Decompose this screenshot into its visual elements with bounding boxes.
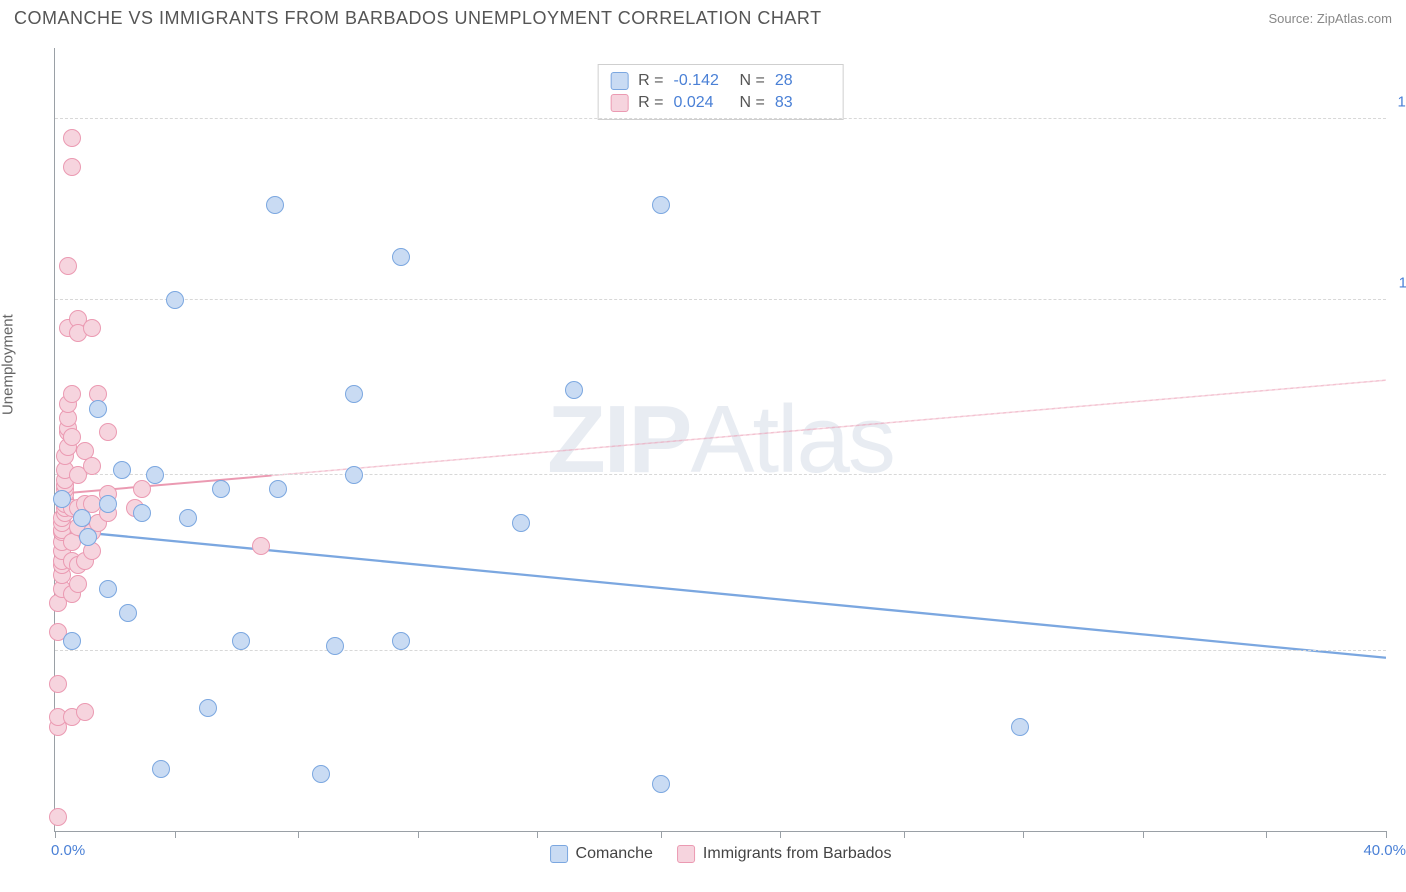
data-point	[63, 158, 81, 176]
watermark-light: Atlas	[690, 386, 893, 493]
data-point	[76, 703, 94, 721]
stat-n-value: 83	[775, 94, 831, 112]
gridline-h	[55, 299, 1386, 300]
legend-stat-row: R = 0.024 N = 83	[610, 92, 831, 114]
legend-series-label: Comanche	[576, 845, 653, 863]
data-point	[345, 385, 363, 403]
data-point	[199, 699, 217, 717]
data-point	[392, 248, 410, 266]
x-tick	[175, 831, 176, 838]
data-point	[326, 637, 344, 655]
data-point	[345, 466, 363, 484]
source-prefix: Source:	[1268, 11, 1316, 26]
data-point	[652, 196, 670, 214]
data-point	[99, 495, 117, 513]
data-point	[133, 504, 151, 522]
x-tick	[418, 831, 419, 838]
x-axis-min: 0.0%	[51, 842, 85, 859]
x-tick	[780, 831, 781, 838]
data-point	[312, 765, 330, 783]
legend-swatch	[610, 72, 628, 90]
data-point	[252, 537, 270, 555]
stat-r-label: R =	[638, 94, 663, 112]
stat-n-value: 28	[775, 72, 831, 90]
stat-n-label: N =	[740, 94, 765, 112]
x-tick	[298, 831, 299, 838]
x-tick	[1023, 831, 1024, 838]
gridline-h	[55, 118, 1386, 119]
data-point	[266, 196, 284, 214]
data-point	[113, 461, 131, 479]
x-tick	[537, 831, 538, 838]
chart-container: Unemployment ZIPAtlas R =-0.142N =28R =0…	[14, 40, 1392, 874]
x-tick	[661, 831, 662, 838]
stat-r-value: -0.142	[674, 72, 730, 90]
x-axis-max: 40.0%	[1363, 842, 1406, 859]
data-point	[83, 457, 101, 475]
data-point	[59, 257, 77, 275]
data-point	[166, 291, 184, 309]
data-point	[146, 466, 164, 484]
data-point	[49, 675, 67, 693]
legend-swatch	[677, 845, 695, 863]
y-tick-label: 11.2%	[1399, 274, 1406, 291]
chart-title: COMANCHE VS IMMIGRANTS FROM BARBADOS UNE…	[14, 8, 822, 29]
legend-stat-row: R = -0.142 N = 28	[610, 70, 831, 92]
data-point	[512, 514, 530, 532]
correlation-legend: R = -0.142 N = 28 R = 0.024 N = 83	[597, 64, 844, 120]
data-point	[232, 632, 250, 650]
x-tick	[55, 831, 56, 838]
data-point	[79, 528, 97, 546]
source-attribution: Source: ZipAtlas.com	[1268, 11, 1392, 26]
legend-series-label: Immigrants from Barbados	[703, 845, 892, 863]
x-tick	[904, 831, 905, 838]
stat-r-label: R =	[638, 72, 663, 90]
legend-swatch	[610, 94, 628, 112]
data-point	[1011, 718, 1029, 736]
data-point	[269, 480, 287, 498]
data-point	[152, 760, 170, 778]
legend-series-item: Immigrants from Barbados	[677, 845, 892, 863]
data-point	[83, 319, 101, 337]
data-point	[212, 480, 230, 498]
data-point	[63, 129, 81, 147]
data-point	[63, 385, 81, 403]
data-point	[119, 604, 137, 622]
gridline-h	[55, 474, 1386, 475]
y-axis-label: Unemployment	[0, 314, 17, 415]
data-point	[53, 490, 71, 508]
data-point	[63, 428, 81, 446]
data-point	[392, 632, 410, 650]
x-tick	[1266, 831, 1267, 838]
data-point	[99, 423, 117, 441]
watermark-bold: ZIP	[547, 386, 690, 493]
plot-area: ZIPAtlas R = -0.142 N = 28 R = 0.024 N = 83 0.0…	[54, 48, 1386, 832]
y-tick-label: 15.0%	[1397, 94, 1406, 111]
data-point	[179, 509, 197, 527]
legend-series-item: Comanche	[550, 845, 653, 863]
data-point	[63, 632, 81, 650]
source-link[interactable]: ZipAtlas.com	[1317, 11, 1392, 26]
stat-r-value: 0.024	[674, 94, 730, 112]
x-tick	[1143, 831, 1144, 838]
series-legend: Comanche Immigrants from Barbados	[550, 845, 892, 863]
legend-swatch	[550, 845, 568, 863]
watermark: ZIPAtlas	[547, 385, 894, 495]
data-point	[69, 575, 87, 593]
trend-lines	[55, 48, 1386, 831]
gridline-h	[55, 650, 1386, 651]
x-tick	[1386, 831, 1387, 838]
data-point	[89, 400, 107, 418]
data-point	[652, 775, 670, 793]
data-point	[133, 480, 151, 498]
stat-n-label: N =	[740, 72, 765, 90]
data-point	[49, 808, 67, 826]
data-point	[73, 509, 91, 527]
data-point	[99, 580, 117, 598]
data-point	[565, 381, 583, 399]
